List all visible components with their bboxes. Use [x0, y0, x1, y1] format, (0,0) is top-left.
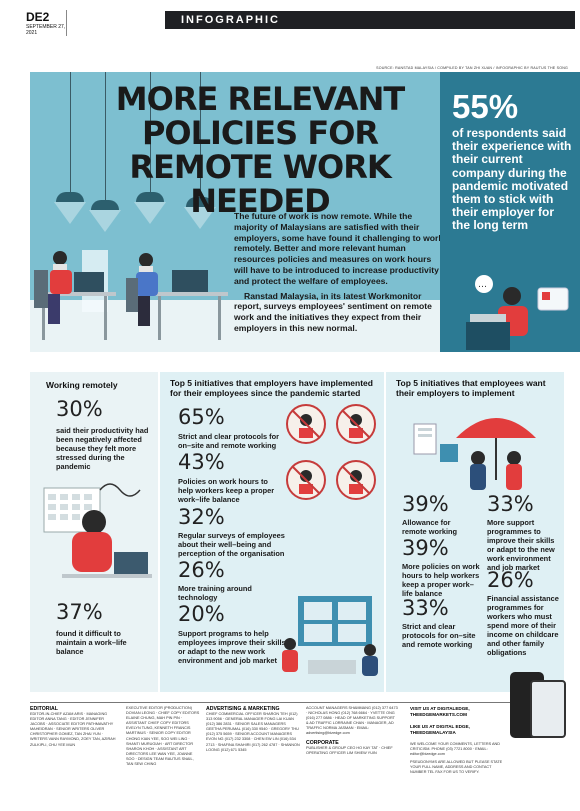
implemented-heading: Top 5 initiatives that employers have im… [170, 378, 373, 398]
initiative-percentage: 33% [487, 492, 534, 516]
stat-percentage: 30% [56, 397, 103, 421]
header-divider [66, 10, 67, 36]
lamp-glow [184, 207, 216, 229]
highlight-text: of respondents said their experience wit… [452, 126, 572, 233]
stat-percentage: 37% [56, 600, 103, 624]
initiative-percentage: 33% [402, 596, 449, 620]
initiative-percentage: 39% [402, 536, 449, 560]
stressed-worker-illustration [43, 483, 152, 578]
initiative-label: Regular surveys of employees about their… [178, 531, 285, 558]
ceiling-lamp-icon [186, 197, 214, 207]
lamp-glow [89, 210, 121, 232]
lamp-cord [70, 72, 71, 192]
section-title: INFOGRAPHIC [181, 14, 280, 26]
highlight-percentage: 55% [452, 88, 519, 125]
lamp-glow [54, 202, 86, 224]
benefits-umbrella-illustration [413, 418, 536, 490]
page-number: DE2 [26, 10, 50, 24]
working-remotely-heading: Working remotely [46, 380, 118, 390]
initiative-label: Allowance for remote working [402, 518, 458, 536]
intro-text: The future of work is now remote. While … [234, 211, 444, 333]
initiative-percentage: 43% [178, 450, 225, 474]
tablet-mockup-icon [530, 680, 566, 738]
ceiling-lamp-icon [56, 192, 84, 202]
initiative-percentage: 20% [178, 602, 225, 626]
initiative-percentage: 39% [402, 492, 449, 516]
initiative-label: Strict and clear protocols for on–site a… [402, 622, 476, 649]
footer-advertising: ADVERTISING & MARKETING CHIEF COMMERCIAL… [206, 706, 300, 752]
initiative-label: More training around technology [178, 584, 252, 602]
ceiling-lamp-icon [91, 200, 119, 210]
footer-editorial: EDITORIAL EDITOR-IN-CHIEF AZAM ARIS · MA… [30, 706, 116, 747]
issue-date: SEPTEMBER 27, 2021 [26, 24, 66, 36]
office-workers-illustration [34, 250, 228, 340]
footer-social: VISIT US AT DIGITALEDGE, THEEDGEMARKETS.… [410, 706, 506, 776]
initiative-label: More policies on work hours to help work… [402, 562, 480, 598]
footer-production: EXECUTIVE EDITOR (PRODUCTION) DOVIAN LEO… [126, 706, 200, 767]
initiative-label: Support programs to help employees impro… [178, 629, 286, 665]
visit-link[interactable]: VISIT US AT DIGITALEDGE, THEEDGEMARKETS.… [410, 706, 470, 717]
like-link[interactable]: LIKE US AT DIGITAL EDGE, THEEDGEMALAYSIA [410, 724, 470, 735]
footer-accounts: ACCOUNT MANAGERS SHAMMANG (012) 377 6473… [306, 706, 398, 755]
video-meeting-illustration [282, 596, 378, 676]
initiative-label: Strict and clear protocols for on–site a… [178, 432, 280, 450]
headline: MORE RELEVANT POLICIES FOR REMOTE WORK N… [115, 80, 405, 220]
initiative-percentage: 65% [178, 405, 225, 429]
laptop-worker-illustration: … [466, 275, 569, 350]
source-credit: SOURCE: RANSTAD MALAYSIA / COMPILED BY T… [376, 66, 568, 70]
lamp-cord [105, 72, 106, 200]
stat-label: found it difficult to maintain a work–li… [56, 629, 127, 656]
section-banner: INFOGRAPHIC [165, 11, 575, 29]
initiative-label: Financial assistance programmes for work… [487, 594, 559, 657]
initiative-percentage: 26% [487, 568, 534, 592]
initiative-label: Policies on work hours to help workers k… [178, 477, 275, 504]
lamp-cord [150, 72, 151, 192]
lamp-cord [200, 72, 201, 197]
wanted-heading: Top 5 initiatives that employees want th… [396, 378, 546, 398]
footer-divider [30, 702, 560, 703]
safety-protocol-icons [286, 404, 376, 500]
initiative-label: More support programmes to improve their… [487, 518, 555, 572]
initiative-percentage: 32% [178, 505, 225, 529]
svg-text:…: … [478, 280, 487, 290]
lamp-glow [134, 202, 166, 224]
ceiling-lamp-icon [136, 192, 164, 202]
stat-label: said their productivity had been negativ… [56, 426, 149, 471]
initiative-percentage: 26% [178, 558, 225, 582]
